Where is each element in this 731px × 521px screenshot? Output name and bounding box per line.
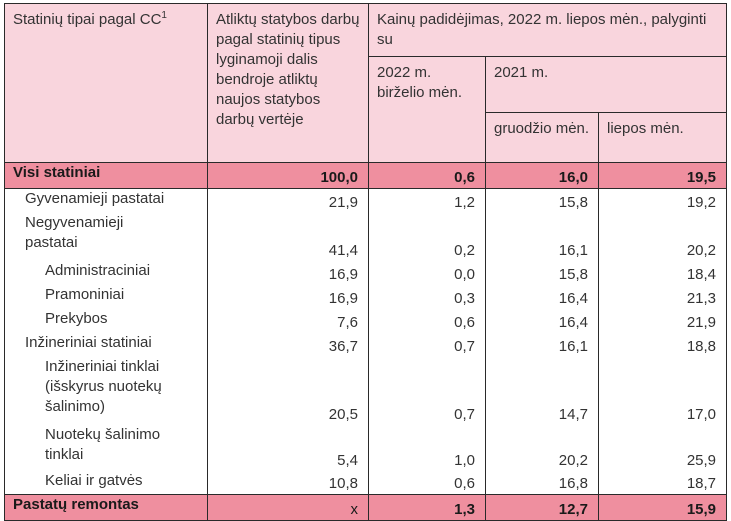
cell-share: 100,0 — [207, 162, 369, 189]
cell-jul2021: 21,9 — [597, 308, 728, 333]
cell-share: 21,9 — [207, 188, 369, 213]
table-row: Administraciniai 16,9 0,0 15,8 18,4 — [4, 260, 728, 285]
cell-share: 36,7 — [207, 332, 369, 357]
cell-dec2021: 15,8 — [485, 260, 599, 285]
price-index-table: Statinių tipai pagal CC1 Atliktų statybo… — [4, 3, 728, 521]
cell-jul2021: 25,9 — [597, 424, 728, 471]
header-structure-types: Statinių tipai pagal CC1 — [4, 3, 208, 163]
cell-jun2022: 0,7 — [368, 332, 486, 357]
cell-jul2021: 18,8 — [597, 332, 728, 357]
header-price-increase: Kainų padidėjimas, 2022 m. liepos mėn., … — [367, 3, 728, 57]
header-june-2022: 2022 m. birželio mėn. — [368, 56, 486, 163]
row-label: Nuotekų šalinimo tinklai — [4, 424, 208, 471]
cell-dec2021: 16,1 — [485, 212, 599, 261]
row-label: Inžineriniai tinklai (išskyrus nuotekų š… — [4, 356, 208, 425]
table-row: Nuotekų šalinimo tinklai 5,4 1,0 20,2 25… — [4, 424, 728, 471]
cell-share: 5,4 — [207, 424, 369, 471]
table-row: Prekybos 7,6 0,6 16,4 21,9 — [4, 308, 728, 333]
row-label: Negyvenamieji pastatai — [4, 212, 208, 261]
row-label: Pastatų remontas — [4, 494, 208, 521]
cell-jun2022: 0,7 — [368, 356, 486, 425]
header-share: Atliktų statybos darbų pagal statinių ti… — [207, 3, 369, 163]
cell-dec2021: 12,7 — [485, 494, 599, 521]
cell-jun2022: 1,0 — [368, 424, 486, 471]
row-label: Visi statiniai — [4, 162, 208, 189]
cell-share: 16,9 — [207, 260, 369, 285]
cell-share: 10,8 — [207, 470, 369, 495]
header-july: liepos mėn. — [597, 112, 728, 163]
row-label: Pramoniniai — [4, 284, 208, 309]
cell-share: 7,6 — [207, 308, 369, 333]
table-row: Pramoniniai 16,9 0,3 16,4 21,3 — [4, 284, 728, 309]
cell-jul2021: 18,4 — [597, 260, 728, 285]
table-row: Inžineriniai statiniai 36,7 0,7 16,1 18,… — [4, 332, 728, 357]
row-label: Prekybos — [4, 308, 208, 333]
cell-jun2022: 1,3 — [368, 494, 486, 521]
cell-jun2022: 0,0 — [368, 260, 486, 285]
cell-share: 16,9 — [207, 284, 369, 309]
header-december: gruodžio mėn. — [485, 112, 599, 163]
table-row: Negyvenamieji pastatai 41,4 0,2 16,1 20,… — [4, 212, 728, 261]
cell-jul2021: 15,9 — [597, 494, 728, 521]
table-row: Gyvenamieji pastatai 21,9 1,2 15,8 19,2 — [4, 188, 728, 213]
cell-jun2022: 0,6 — [368, 308, 486, 333]
row-label: Keliai ir gatvės — [4, 470, 208, 495]
header-2021: 2021 m. — [484, 56, 728, 113]
row-label: Gyvenamieji pastatai — [4, 188, 208, 213]
header-footnote-marker: 1 — [161, 10, 167, 21]
cell-jun2022: 0,3 — [368, 284, 486, 309]
table-row: Keliai ir gatvės 10,8 0,6 16,8 18,7 — [4, 470, 728, 495]
cell-dec2021: 16,8 — [485, 470, 599, 495]
cell-dec2021: 16,1 — [485, 332, 599, 357]
cell-dec2021: 15,8 — [485, 188, 599, 213]
cell-jul2021: 19,5 — [597, 162, 728, 189]
row-label: Inžineriniai statiniai — [4, 332, 208, 357]
cell-jun2022: 0,6 — [368, 470, 486, 495]
cell-share: 20,5 — [207, 356, 369, 425]
cell-dec2021: 14,7 — [485, 356, 599, 425]
cell-dec2021: 16,4 — [485, 284, 599, 309]
cell-jun2022: 0,2 — [368, 212, 486, 261]
cell-jul2021: 17,0 — [597, 356, 728, 425]
cell-jun2022: 0,6 — [368, 162, 486, 189]
cell-share: 41,4 — [207, 212, 369, 261]
cell-dec2021: 20,2 — [485, 424, 599, 471]
cell-jul2021: 21,3 — [597, 284, 728, 309]
row-label: Administraciniai — [4, 260, 208, 285]
table-row: Visi statiniai 100,0 0,6 16,0 19,5 — [4, 162, 728, 189]
cell-jul2021: 18,7 — [597, 470, 728, 495]
cell-jul2021: 19,2 — [597, 188, 728, 213]
cell-dec2021: 16,4 — [485, 308, 599, 333]
cell-share: x — [207, 494, 369, 521]
table-row: Inžineriniai tinklai (išskyrus nuotekų š… — [4, 356, 728, 425]
table-row: Pastatų remontas x 1,3 12,7 15,9 — [4, 494, 728, 521]
cell-dec2021: 16,0 — [485, 162, 599, 189]
cell-jun2022: 1,2 — [368, 188, 486, 213]
cell-jul2021: 20,2 — [597, 212, 728, 261]
